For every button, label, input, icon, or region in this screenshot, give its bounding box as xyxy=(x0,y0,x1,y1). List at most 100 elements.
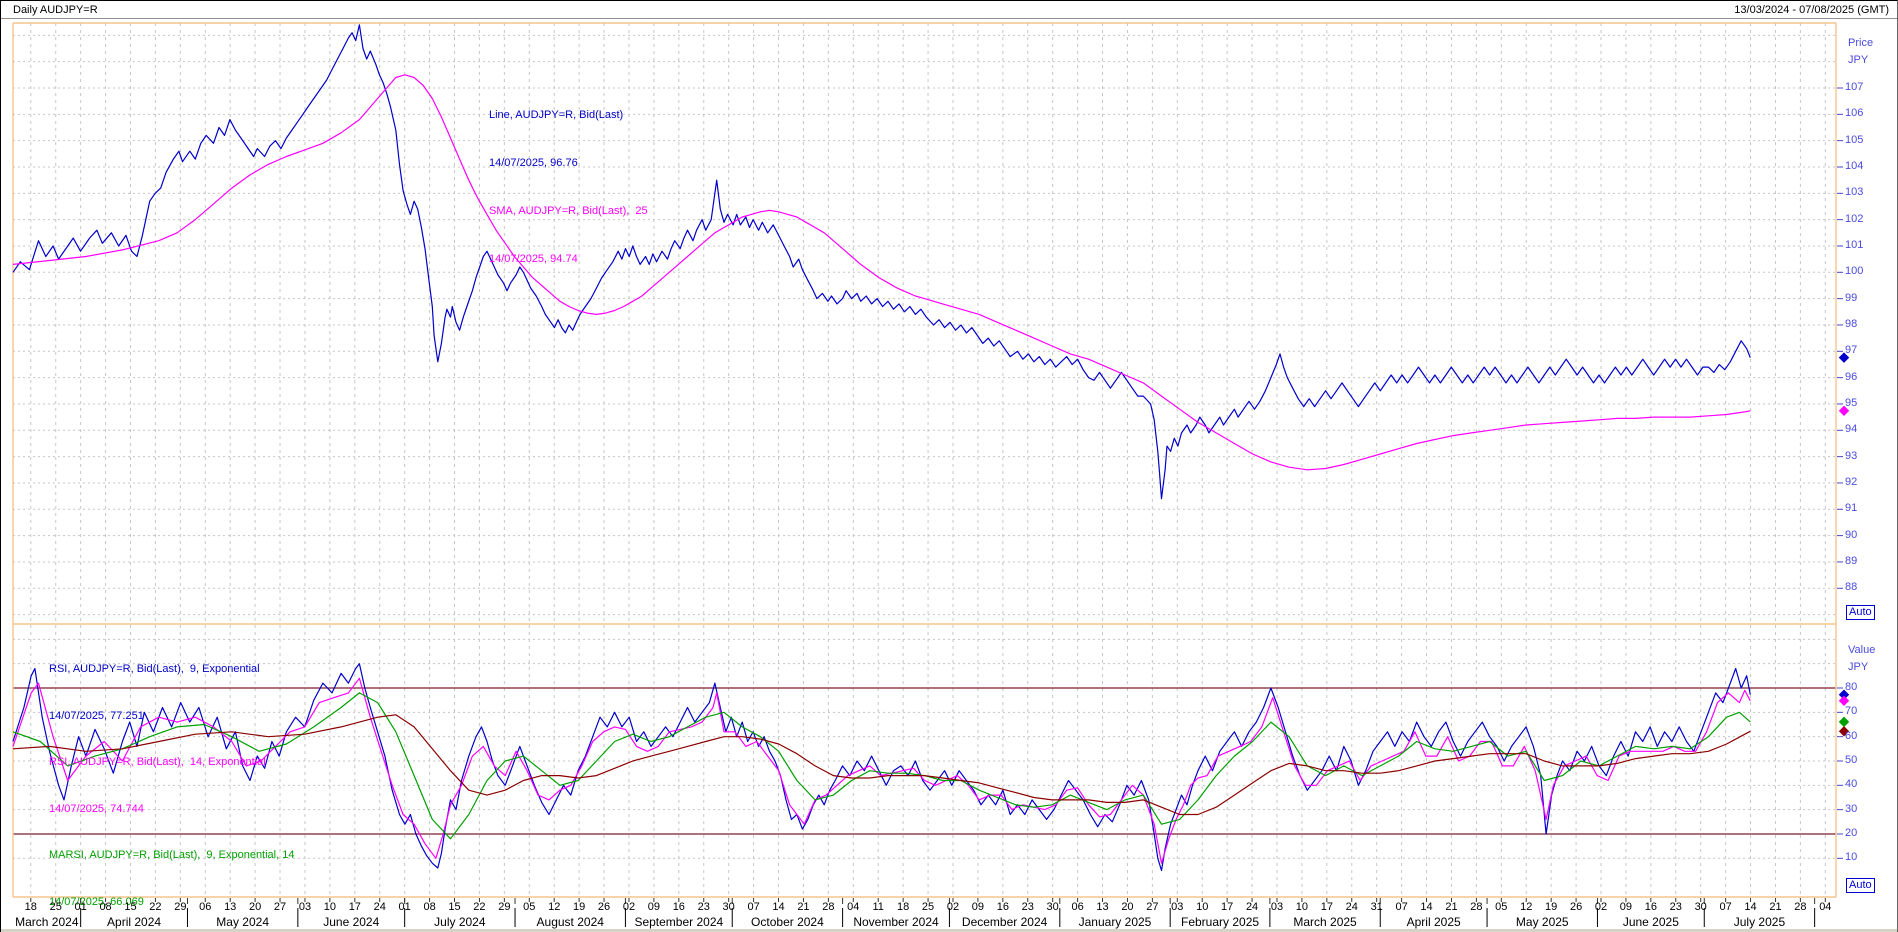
legend-marsi9-value: 14/07/2025, 66.069 xyxy=(49,895,144,908)
week-tick-label: 03 xyxy=(1270,901,1284,913)
price-tick-label: 100 xyxy=(1845,265,1864,278)
legend-sma-value: 14/07/2025, 94.74 xyxy=(489,253,578,265)
price-axis-auto-button[interactable]: Auto xyxy=(1846,605,1875,620)
price-tick-label: 96 xyxy=(1845,370,1858,383)
value-tick-label: 10 xyxy=(1845,851,1858,864)
week-tick-label: 20 xyxy=(248,901,262,913)
month-label: June 2025 xyxy=(1622,915,1679,929)
week-tick-label: 06 xyxy=(199,901,212,913)
value-tick-label: 40 xyxy=(1845,778,1858,791)
value-tick-label: 70 xyxy=(1845,705,1858,718)
week-tick-label: 28 xyxy=(1470,901,1483,913)
week-tick-label: 07 xyxy=(747,901,760,913)
main-panel-legend: Line, AUDJPY=R, Bid(Last) 14/07/2025, 96… xyxy=(489,75,648,299)
week-tick-label: 02 xyxy=(946,901,960,913)
value-tick-label: 50 xyxy=(1845,753,1858,766)
week-tick-label: 03 xyxy=(298,901,312,913)
week-tick-label: 27 xyxy=(273,901,287,913)
legend-sma-name: SMA, AUDJPY=R, Bid(Last), 25 xyxy=(489,205,648,217)
month-label: December 2024 xyxy=(961,915,1048,929)
week-tick-label: 21 xyxy=(1769,901,1782,913)
value-axis-auto-button[interactable]: Auto xyxy=(1846,878,1875,893)
month-label: September 2024 xyxy=(634,915,724,929)
month-label: July 2025 xyxy=(1733,915,1786,929)
week-tick-label: 01 xyxy=(74,901,87,913)
legend-rsi14-name: RSI, AUDJPY=R, Bid(Last), 14, Exponentia… xyxy=(49,756,266,768)
title-bar: Daily AUDJPY=R 13/03/2024 - 07/08/2025 (… xyxy=(1,1,1897,19)
month-label: February 2025 xyxy=(1180,915,1260,929)
week-tick-label: 16 xyxy=(1644,901,1657,913)
last-value-marker xyxy=(1838,352,1850,363)
week-tick-label: 09 xyxy=(1619,901,1633,913)
week-tick-label: 22 xyxy=(149,901,162,913)
week-tick-label: 12 xyxy=(1520,901,1533,913)
week-tick-label: 02 xyxy=(622,901,636,913)
price-tick-label: 91 xyxy=(1845,502,1858,515)
week-tick-label: 25 xyxy=(921,901,935,913)
legend-rsi14-value: 14/07/2025, 74.744 xyxy=(49,802,144,815)
price-axis-title: Price xyxy=(1848,37,1874,49)
week-tick-label: 02 xyxy=(1594,901,1608,913)
week-tick-label: 13 xyxy=(1096,901,1109,913)
week-tick-label: 08 xyxy=(99,901,112,913)
legend-marsi9-name: MARSI, AUDJPY=R, Bid(Last), 9, Exponenti… xyxy=(49,849,295,861)
month-label: May 2024 xyxy=(216,915,269,929)
price-tick-label: 104 xyxy=(1845,159,1864,172)
week-tick-label: 30 xyxy=(1694,901,1707,913)
week-tick-label: 07 xyxy=(1719,901,1732,913)
month-label: April 2024 xyxy=(107,915,162,929)
last-value-marker xyxy=(1838,695,1850,706)
month-label: June 2024 xyxy=(323,915,380,929)
last-value-marker xyxy=(1838,726,1850,737)
month-label: July 2024 xyxy=(434,915,486,929)
week-tick-label: 16 xyxy=(672,901,685,913)
week-tick-label: 23 xyxy=(697,901,710,913)
week-tick-label: 24 xyxy=(373,901,386,913)
value-tick-label: 80 xyxy=(1845,681,1858,693)
week-tick-label: 25 xyxy=(49,901,62,913)
week-tick-label: 03 xyxy=(1171,901,1184,913)
legend-line-name: Line, AUDJPY=R, Bid(Last) xyxy=(489,109,624,121)
week-tick-label: 19 xyxy=(1545,901,1558,913)
week-tick-label: 28 xyxy=(1794,901,1807,913)
week-tick-label: 10 xyxy=(1295,901,1309,913)
week-tick-label: 17 xyxy=(348,901,361,913)
week-tick-label: 30 xyxy=(722,901,735,913)
rsi-series-2 xyxy=(12,692,1751,840)
week-tick-label: 30 xyxy=(1046,901,1059,913)
price-axis-unit: JPY xyxy=(1848,54,1869,66)
price-tick-label: 103 xyxy=(1845,186,1864,199)
price-tick-label: 97 xyxy=(1845,344,1858,357)
week-tick-label: 15 xyxy=(448,901,461,913)
week-tick-label: 04 xyxy=(1819,901,1832,913)
price-tick-label: 105 xyxy=(1845,133,1864,146)
last-value-marker xyxy=(1838,716,1850,728)
week-tick-label: 13 xyxy=(224,901,237,913)
price-series-1 xyxy=(12,74,1751,471)
value-tick-label: 30 xyxy=(1845,802,1858,815)
month-label: April 2025 xyxy=(1406,915,1461,929)
week-tick-label: 18 xyxy=(897,901,910,913)
price-tick-label: 101 xyxy=(1845,238,1864,251)
legend-rsi9-value: 14/07/2025, 77.251 xyxy=(49,709,144,722)
week-tick-label: 21 xyxy=(797,901,810,913)
price-series-0 xyxy=(12,24,1751,500)
week-tick-label: 09 xyxy=(647,901,661,913)
week-tick-label: 28 xyxy=(822,901,835,913)
price-tick-label: 107 xyxy=(1845,81,1864,93)
month-label: November 2024 xyxy=(853,915,939,929)
week-tick-label: 11 xyxy=(872,901,884,913)
week-tick-label: 10 xyxy=(323,901,336,913)
month-label: March 2025 xyxy=(1293,915,1357,929)
week-tick-label: 05 xyxy=(523,901,536,913)
date-range: 13/03/2024 - 07/08/2025 (GMT) xyxy=(1734,4,1889,16)
price-tick-label: 106 xyxy=(1845,107,1864,120)
week-tick-label: 24 xyxy=(1345,901,1358,913)
price-tick-label: 98 xyxy=(1845,317,1858,330)
price-tick-label: 92 xyxy=(1845,475,1858,488)
price-tick-label: 95 xyxy=(1845,396,1858,409)
week-tick-label: 23 xyxy=(1021,901,1034,913)
value-tick-label: 20 xyxy=(1845,826,1858,839)
week-tick-label: 26 xyxy=(1569,901,1583,913)
